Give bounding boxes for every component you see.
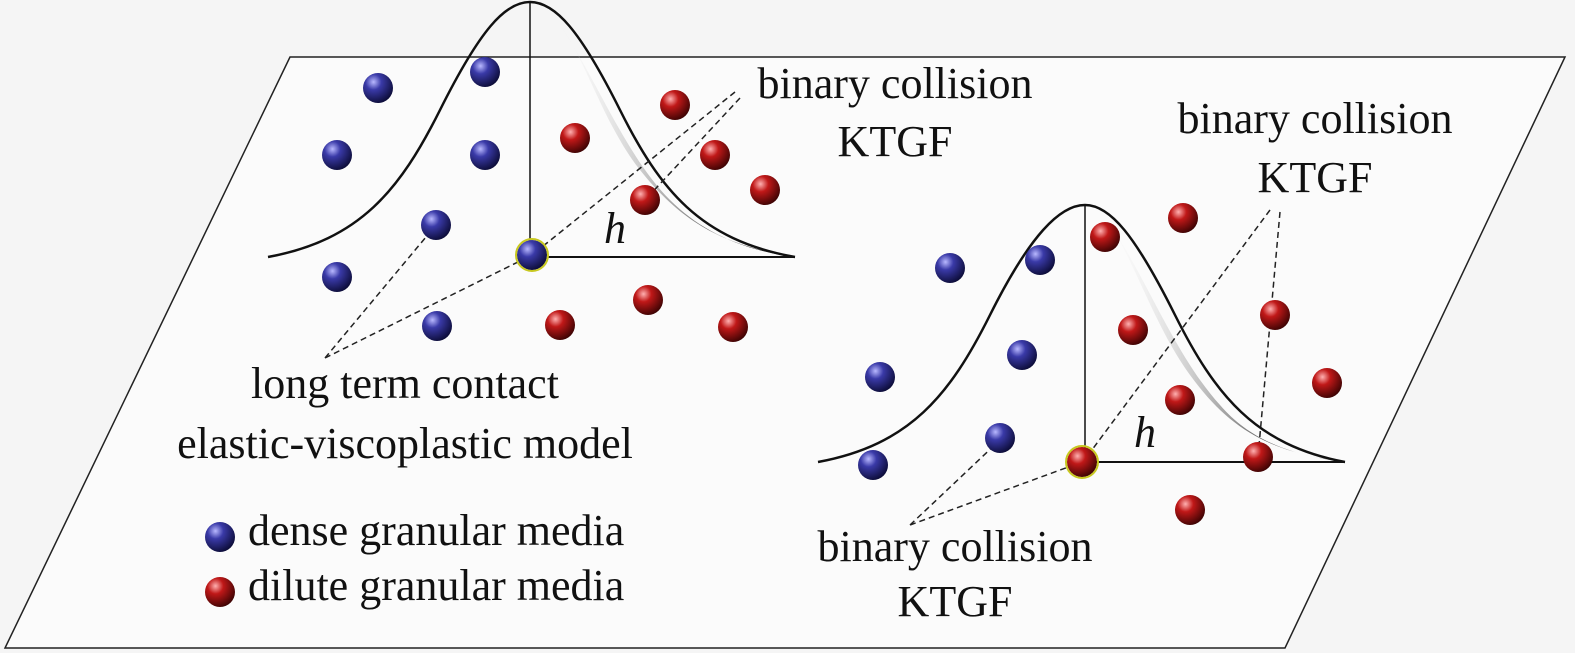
particle <box>1118 315 1148 345</box>
particle <box>1260 300 1290 330</box>
particle <box>985 423 1015 453</box>
annotation: elastic-viscoplastic model <box>177 419 633 468</box>
legend-swatch <box>205 522 235 552</box>
height-label: h <box>604 204 626 253</box>
particle <box>858 450 888 480</box>
particle <box>1007 340 1037 370</box>
annotation: binary collision <box>818 522 1093 571</box>
particle <box>630 185 660 215</box>
highlight <box>515 238 549 272</box>
particle <box>517 240 547 270</box>
particle <box>470 57 500 87</box>
particle <box>718 312 748 342</box>
particle <box>865 362 895 392</box>
particle <box>660 90 690 120</box>
annotation: KTGF <box>898 577 1013 626</box>
particles <box>322 57 1342 525</box>
particle <box>1090 222 1120 252</box>
particle <box>750 175 780 205</box>
leader-lines <box>324 91 1281 526</box>
particle <box>545 310 575 340</box>
legend-swatch <box>205 577 235 607</box>
particle <box>322 262 352 292</box>
legend-label: dilute granular media <box>248 561 624 610</box>
particle <box>322 140 352 170</box>
particle <box>1067 447 1097 477</box>
highlight <box>1065 445 1099 479</box>
particle <box>700 140 730 170</box>
particle <box>560 123 590 153</box>
height-label: h <box>1134 408 1156 457</box>
plane <box>3 56 1567 649</box>
particle <box>1165 385 1195 415</box>
annotation: KTGF <box>838 117 953 166</box>
annotation: long term contact <box>251 359 559 408</box>
particle <box>1168 203 1198 233</box>
particle <box>633 285 663 315</box>
particle <box>470 140 500 170</box>
particle <box>1243 442 1273 472</box>
annotation: binary collision <box>758 59 1033 108</box>
legend-label: dense granular media <box>248 506 624 555</box>
particle <box>422 311 452 341</box>
shading <box>1100 212 1345 462</box>
particle <box>1025 245 1055 275</box>
particle <box>1175 495 1205 525</box>
particle <box>1312 368 1342 398</box>
particle <box>421 210 451 240</box>
annotation: KTGF <box>1258 153 1373 202</box>
particle <box>363 73 393 103</box>
annotation: binary collision <box>1178 94 1453 143</box>
particle <box>935 253 965 283</box>
